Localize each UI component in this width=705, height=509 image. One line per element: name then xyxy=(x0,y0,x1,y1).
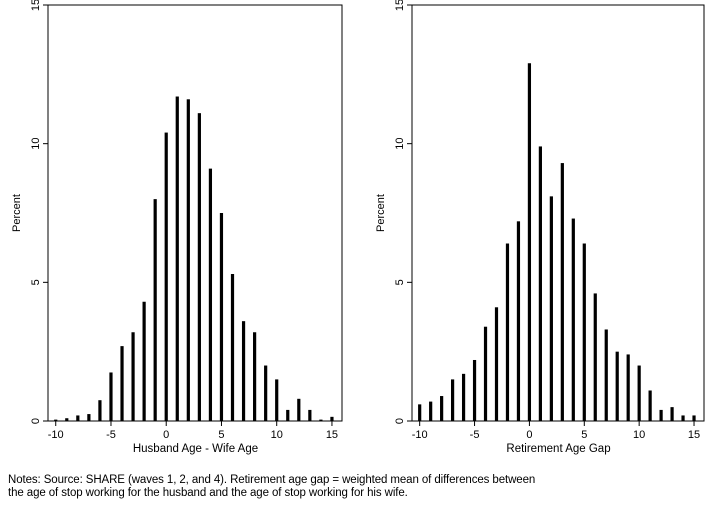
bar xyxy=(175,96,179,422)
x-tick-label: -10 xyxy=(412,429,428,441)
y-tick-label: 15 xyxy=(394,0,406,11)
bar xyxy=(505,243,510,421)
bar xyxy=(98,400,102,421)
bar xyxy=(549,196,553,421)
bar xyxy=(451,379,455,421)
chart-panel-husband-age-difference: -10 -5 0 5 10 15 0 5 10 15 Husband Age - Wife Age P… xyxy=(11,0,343,455)
bar xyxy=(87,414,91,421)
notes-line-2: the age of stop working for the husband … xyxy=(8,487,408,499)
bar xyxy=(538,146,542,421)
bar xyxy=(483,326,488,421)
bar xyxy=(440,396,444,421)
bar xyxy=(626,354,630,421)
bar xyxy=(109,372,113,421)
bar xyxy=(659,409,663,421)
bar xyxy=(264,365,268,421)
bar xyxy=(65,418,69,421)
y-axis-label: Percent xyxy=(375,194,387,232)
bar xyxy=(670,407,674,421)
bar xyxy=(230,274,235,421)
bar xyxy=(186,99,190,421)
bar xyxy=(131,332,135,421)
bar xyxy=(76,415,80,421)
bar xyxy=(241,321,246,421)
x-tick-label: -5 xyxy=(470,429,480,441)
notes-line-1: Notes: Source: SHARE (waves 1, 2, and 4)… xyxy=(8,474,536,486)
x-tick-label: -5 xyxy=(106,429,116,441)
bar xyxy=(560,163,564,421)
bar xyxy=(219,213,224,421)
bar xyxy=(527,63,532,422)
bar xyxy=(308,409,312,421)
x-tick-label: 15 xyxy=(326,429,338,441)
bar xyxy=(604,329,608,421)
bar xyxy=(593,293,597,421)
bar xyxy=(692,415,696,421)
plot-frame xyxy=(411,4,705,422)
bar xyxy=(571,218,575,421)
plot-frame xyxy=(47,4,343,422)
bar xyxy=(461,373,466,421)
bar xyxy=(286,409,290,421)
bar xyxy=(319,419,323,421)
x-tick-label: 10 xyxy=(633,429,645,441)
y-tick-label: 0 xyxy=(394,418,406,424)
y-axis-label: Percent xyxy=(11,194,23,232)
bar xyxy=(153,199,157,421)
bar xyxy=(330,416,334,421)
bar xyxy=(297,398,301,421)
bar xyxy=(637,365,641,421)
bar xyxy=(142,301,146,421)
bar xyxy=(253,332,257,421)
chart-panel-retirement-age-gap: -10 -5 0 5 10 15 0 5 10 15 Retirement Age Gap Perce… xyxy=(375,0,705,455)
bar xyxy=(582,243,586,421)
y-tick-label: 10 xyxy=(30,138,42,150)
bar xyxy=(120,346,124,421)
bar xyxy=(615,351,619,421)
x-tick-label: 5 xyxy=(581,429,587,441)
y-tick-label: 15 xyxy=(30,0,42,11)
x-tick-label: 5 xyxy=(218,429,224,441)
bar xyxy=(54,419,58,421)
bar xyxy=(648,390,652,421)
y-tick-label: 0 xyxy=(30,418,42,424)
x-tick-label: -10 xyxy=(48,429,64,441)
bar xyxy=(681,415,685,421)
bar xyxy=(164,132,168,421)
x-axis-label: Retirement Age Gap xyxy=(506,443,610,455)
x-tick-label: 0 xyxy=(163,429,169,441)
bar xyxy=(494,307,499,421)
bar xyxy=(208,168,213,421)
x-tick-label: 0 xyxy=(526,429,532,441)
bar xyxy=(418,404,422,421)
bar xyxy=(275,379,279,421)
figure-notes: Notes: Source: SHARE (waves 1, 2, and 4)… xyxy=(8,474,703,500)
y-tick-label: 5 xyxy=(394,279,406,285)
bar xyxy=(472,359,477,421)
bar xyxy=(516,221,521,421)
y-tick-label: 5 xyxy=(30,279,42,285)
bar xyxy=(429,401,433,421)
x-tick-label: 15 xyxy=(688,429,700,441)
bar xyxy=(197,113,201,421)
x-axis-label: Husband Age - Wife Age xyxy=(133,443,258,455)
x-tick-label: 10 xyxy=(271,429,283,441)
y-tick-label: 10 xyxy=(394,138,406,150)
